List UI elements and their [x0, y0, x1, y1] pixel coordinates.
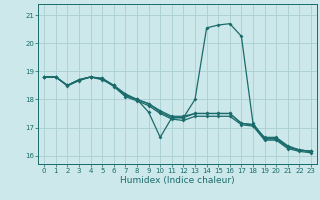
X-axis label: Humidex (Indice chaleur): Humidex (Indice chaleur) — [120, 176, 235, 185]
